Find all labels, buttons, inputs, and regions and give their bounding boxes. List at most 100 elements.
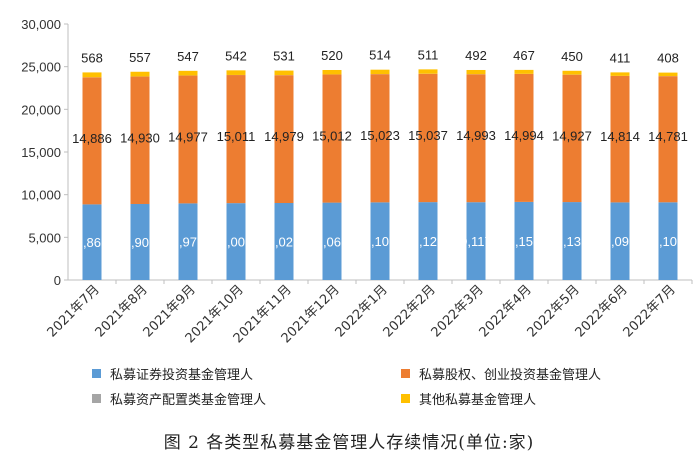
legend-label: 私募证券投资基金管理人: [110, 368, 254, 383]
data-label: 14,814: [600, 129, 640, 144]
data-label: 492: [465, 48, 487, 63]
data-label: 15,012: [312, 129, 352, 144]
data-label: 9,106: [652, 234, 685, 249]
bar-segment: [130, 76, 150, 204]
bar-segment: [562, 70, 582, 75]
bar-segment: [466, 202, 486, 280]
data-label: 14,993: [456, 128, 496, 143]
y-tick-label: 25,000: [21, 60, 61, 75]
data-label: 15,023: [360, 128, 400, 143]
legend-item: 私募证券投资基金管理人: [92, 364, 253, 383]
legend-label: 私募股权、创业投资基金管理人: [419, 368, 602, 383]
data-label: 15,037: [408, 128, 448, 143]
legend-swatch: [92, 394, 101, 403]
bar-segment: [514, 69, 534, 74]
data-label: 9,096: [604, 234, 637, 249]
data-label: 9,117: [460, 234, 492, 249]
bar-segment: [418, 202, 438, 280]
legend-item: 其他私募基金管理人: [401, 389, 536, 408]
bar-segment: [658, 72, 678, 77]
bar-segment: [322, 69, 342, 75]
bar-segment: [610, 75, 630, 203]
bar-segment: [226, 75, 246, 204]
data-label: 9,132: [556, 234, 589, 249]
bar-segment: [274, 75, 294, 204]
data-label: 8,979: [172, 235, 205, 250]
data-label: 511: [418, 47, 439, 62]
bar-segment: [562, 74, 582, 203]
legend-item: 私募股权、创业投资基金管理人: [401, 364, 601, 383]
data-label: 14,979: [264, 129, 304, 144]
data-label: 14,886: [72, 131, 112, 146]
y-tick-label: 0: [54, 273, 61, 288]
data-label: 520: [321, 48, 343, 63]
bar-segment: [562, 202, 582, 280]
data-label: 14,930: [120, 130, 160, 145]
bar-segment: [514, 73, 534, 202]
bar-segment: [226, 70, 246, 75]
data-label: 9,152: [508, 234, 541, 249]
bar-segment: [130, 71, 150, 77]
bar-segment: [610, 72, 630, 76]
bar-segment: [322, 74, 342, 203]
legend-swatch: [401, 394, 410, 403]
bar-segment: [322, 202, 342, 280]
bar-segment: [418, 69, 438, 74]
data-label: 9,126: [412, 234, 445, 249]
y-tick-label: 20,000: [21, 102, 61, 117]
y-tick-label: 10,000: [21, 188, 61, 203]
data-label: 467: [513, 48, 535, 63]
bar-segment: [226, 203, 246, 280]
y-tick-label: 5,000: [28, 230, 61, 245]
bar-segment: [82, 72, 102, 78]
data-label: 14,994: [504, 128, 544, 143]
bar-segment: [658, 76, 678, 203]
data-label: 531: [273, 49, 295, 64]
data-label: 9,023: [268, 235, 301, 250]
bar-segment: [274, 70, 294, 76]
data-label: 8,863: [76, 235, 109, 250]
bar-segment: [658, 202, 678, 280]
bar-segment: [178, 203, 198, 280]
legend-label: 其他私募基金管理人: [419, 393, 537, 408]
legend-item: 私募资产配置类基金管理人: [92, 389, 266, 408]
bar-segment: [178, 70, 198, 76]
data-label: 514: [369, 48, 391, 63]
bar-segment: [418, 73, 438, 203]
y-tick-label: 30,000: [21, 17, 61, 32]
data-label: 411: [610, 50, 631, 65]
data-label: 9,100: [364, 234, 397, 249]
data-label: 14,927: [552, 128, 592, 143]
data-label: 557: [129, 50, 151, 65]
data-label: 14,977: [168, 129, 208, 144]
bar-segment: [466, 74, 486, 203]
bar-segment: [82, 204, 102, 280]
data-label: 450: [561, 49, 583, 64]
data-label: 9,007: [220, 235, 253, 250]
data-label: 568: [81, 50, 103, 65]
y-tick-label: 15,000: [21, 145, 61, 160]
data-label: 542: [225, 48, 247, 63]
bar-segment: [610, 202, 630, 280]
bar-segment: [130, 203, 150, 280]
bar-segment: [82, 77, 102, 205]
legend-swatch: [401, 369, 410, 378]
x-tick-label: 2022年7月: [621, 282, 679, 340]
bar-segment: [274, 203, 294, 280]
bar-segment: [370, 202, 390, 280]
legend-swatch: [92, 369, 101, 378]
data-label: 9,069: [316, 234, 349, 249]
data-label: 547: [177, 49, 199, 64]
data-label: 15,011: [217, 129, 256, 144]
bar-segment: [466, 69, 486, 75]
figure-caption: 图 2 各类型私募基金管理人存续情况(单位:家): [163, 433, 535, 453]
bar-segment: [178, 75, 198, 204]
data-label: 408: [657, 51, 679, 66]
data-label: 14,781: [648, 129, 688, 144]
bar-segment: [514, 201, 534, 280]
data-label: 8,908: [124, 235, 157, 250]
bar-segment: [370, 69, 390, 75]
bar-segment: [370, 74, 390, 203]
legend-label: 私募资产配置类基金管理人: [110, 393, 267, 408]
